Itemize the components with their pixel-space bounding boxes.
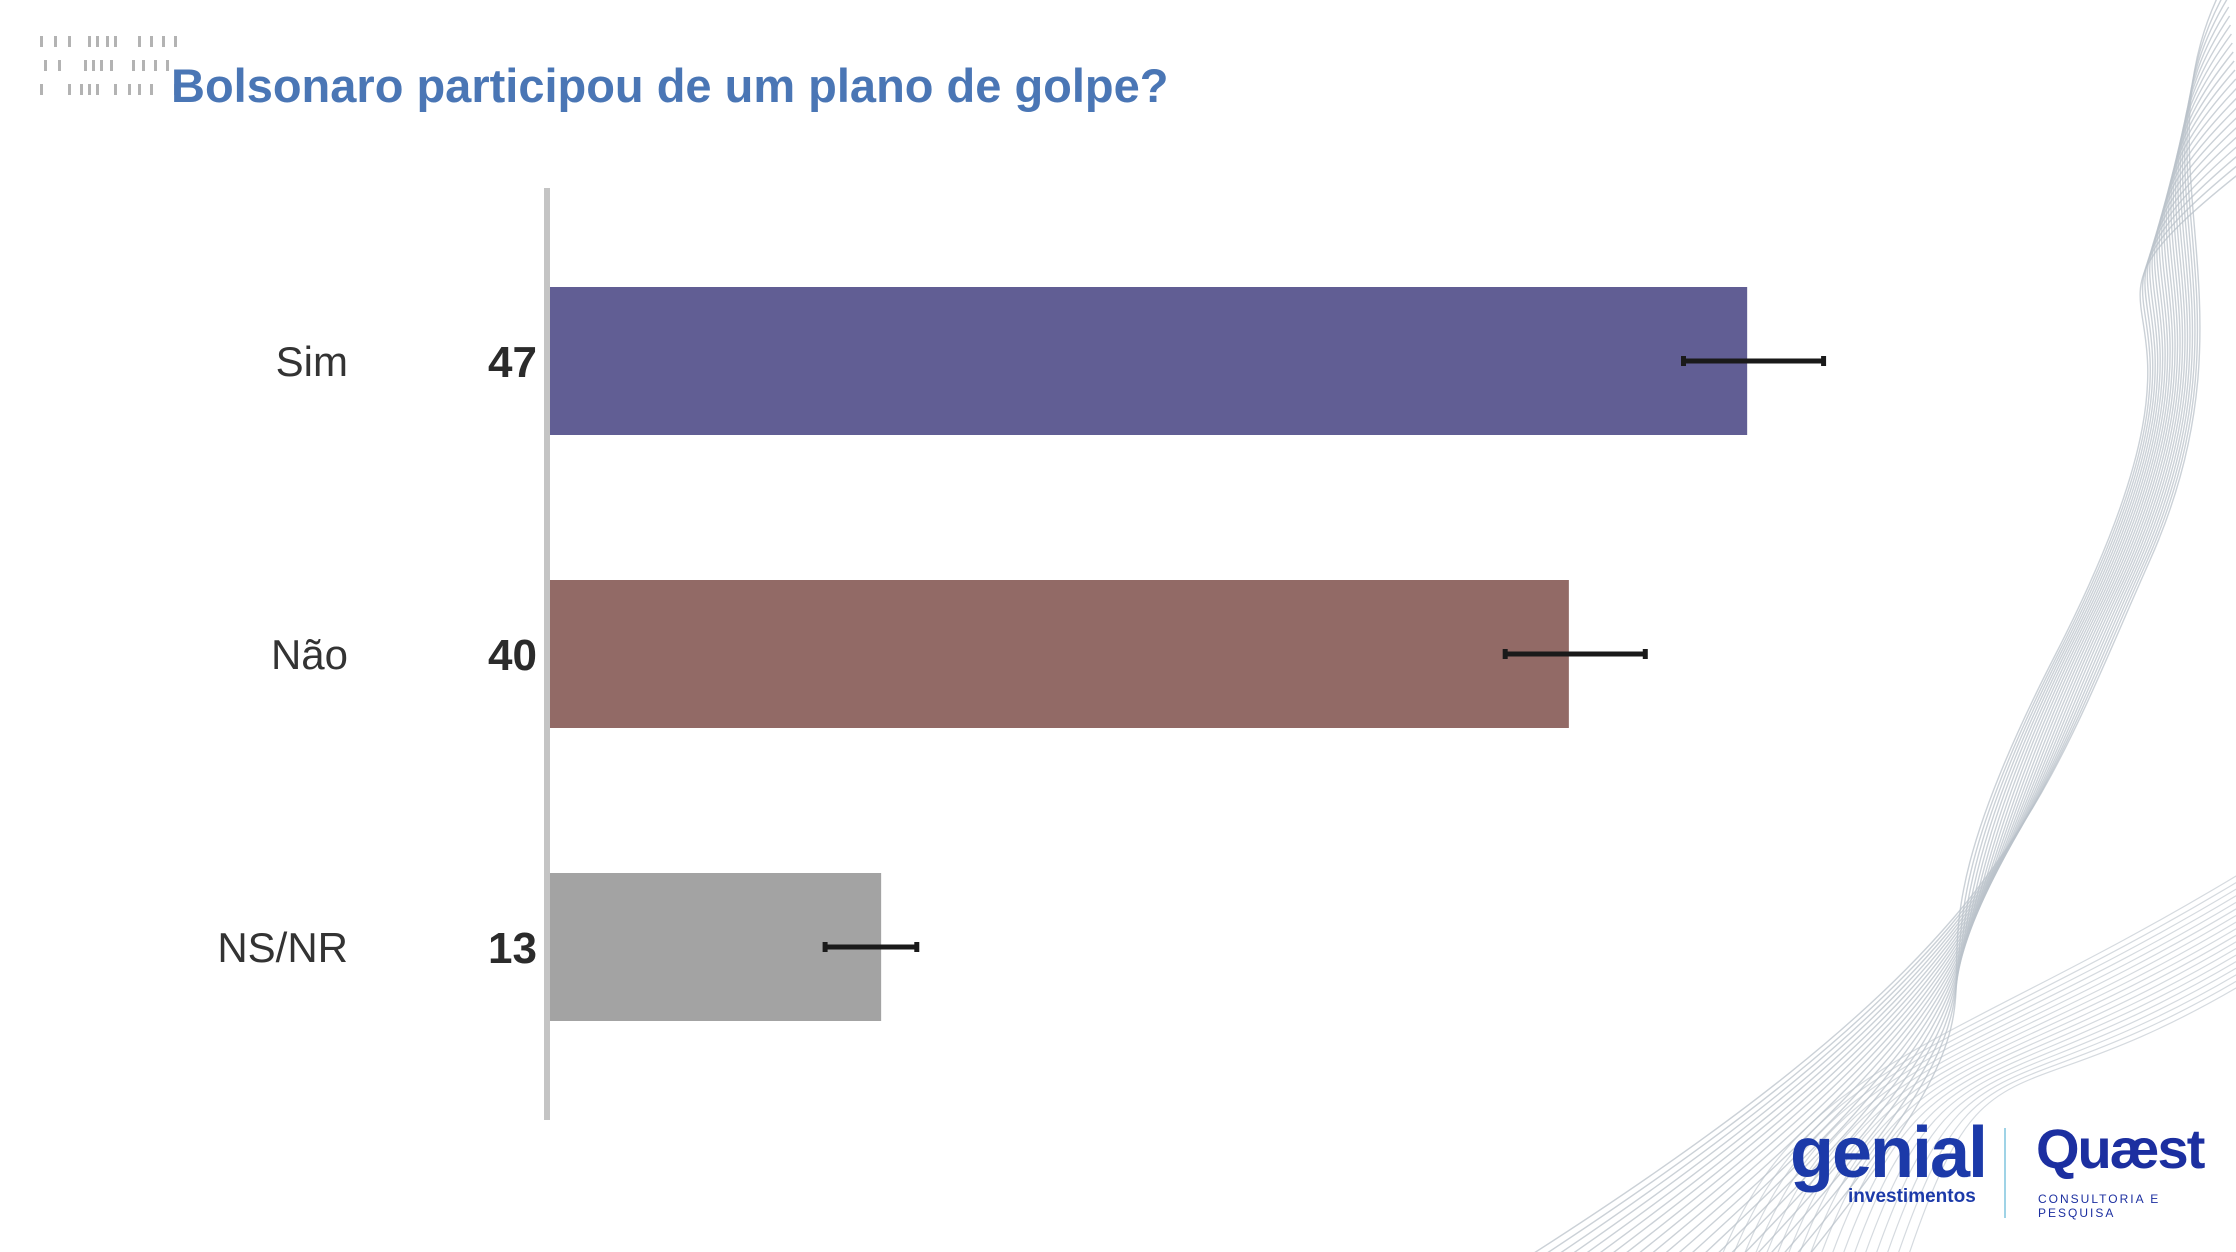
logo-area: genial investimentos Quæst CONSULTORIA E… xyxy=(1780,1113,2210,1230)
value-label: 40 xyxy=(488,631,537,680)
logo-divider xyxy=(2004,1128,2006,1218)
quaest-logo: Quæst xyxy=(2036,1117,2205,1180)
value-label: 13 xyxy=(488,924,537,973)
page-title: Bolsonaro participou de um plano de golp… xyxy=(171,59,1169,112)
genial-logo-subtitle: investimentos xyxy=(1848,1186,1976,1207)
error-bar-1 xyxy=(1680,356,1827,366)
category-label: Não xyxy=(271,631,348,678)
genial-logo: genial xyxy=(1790,1113,1988,1193)
error-bar-2 xyxy=(1502,649,1648,659)
category-label: NS/NR xyxy=(217,924,348,971)
bar-2 xyxy=(550,580,1569,728)
quaest-logo-subtitle: CONSULTORIA E PESQUISA xyxy=(2038,1192,2161,1220)
bar-1 xyxy=(550,287,1748,435)
category-label: Sim xyxy=(276,338,348,385)
value-label: 47 xyxy=(488,338,537,387)
title-decoration-marks xyxy=(40,36,177,95)
error-bar-3 xyxy=(822,942,920,952)
